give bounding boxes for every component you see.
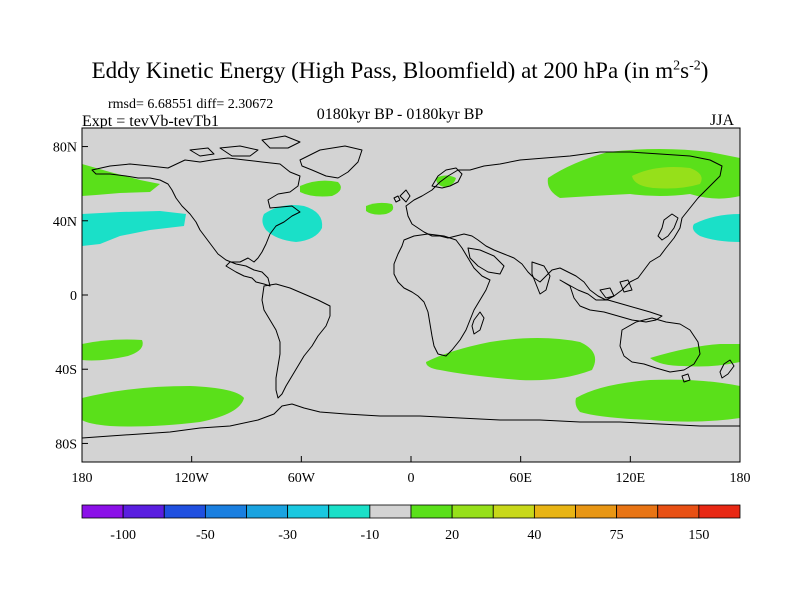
colorbar-swatch	[575, 504, 618, 519]
region-npacific-north	[82, 164, 160, 196]
colorbar-swatch	[533, 504, 576, 519]
coast-scandinavia	[431, 167, 463, 189]
colorbar-swatch	[328, 504, 371, 519]
region-npacific-mid	[82, 211, 186, 246]
region-us-east	[262, 205, 323, 242]
colorbar-swatch	[698, 504, 741, 519]
coast-australia	[619, 317, 701, 373]
colorbar-swatch	[163, 504, 206, 519]
x-tick-label: 180	[730, 471, 751, 486]
figure-title: Eddy Kinetic Energy (High Pass, Bloomfie…	[91, 58, 709, 83]
colorbar-label: 40	[527, 528, 541, 543]
coast-greenland	[299, 145, 363, 179]
colorbar-label: -30	[278, 528, 297, 543]
colorbar-label: -100	[110, 528, 136, 543]
region-natlantic-small	[366, 202, 394, 215]
colorbar-label: -50	[196, 528, 215, 543]
season-label: JJA	[710, 112, 735, 129]
region-scandinavia	[436, 175, 456, 187]
coast-tasmania-nz	[681, 359, 735, 383]
colorbar-swatch	[616, 504, 659, 519]
region-spacific-south	[82, 386, 244, 427]
coast-southeast-asia	[559, 279, 663, 323]
region-sindian-south	[575, 379, 740, 422]
x-tick-label: 60E	[509, 471, 532, 486]
colorbar-swatch	[81, 504, 124, 519]
y-tick-label: 40S	[55, 363, 77, 378]
colorbar-swatch	[657, 504, 700, 519]
colorbar-label: 20	[445, 528, 459, 543]
colorbar-swatch	[287, 504, 330, 519]
coast-africa	[393, 233, 491, 357]
y-tick-label: 80S	[55, 437, 77, 452]
coast-antarctica	[82, 403, 740, 462]
colorbar-label: 150	[688, 528, 709, 543]
colorbar: -100 -50 -30 -10 20 40 75 150	[81, 504, 741, 543]
period-label: 0180kyr BP - 0180kyr BP	[316, 106, 484, 123]
colorbar-label: -10	[361, 528, 380, 543]
experiment-label: Expt = tevVb-tevTb1	[82, 113, 219, 130]
x-tick-label: 120E	[616, 471, 646, 486]
coastlines	[82, 135, 740, 462]
region-siberia-core	[632, 167, 702, 189]
coast-arabia-india	[467, 247, 551, 295]
region-spacific-west	[82, 339, 143, 361]
region-npacific-east	[692, 214, 740, 242]
region-sindian	[426, 338, 596, 381]
coast-south-america	[261, 283, 331, 399]
colorbar-swatch	[410, 504, 453, 519]
coast-madagascar	[471, 311, 485, 335]
coast-north-america	[91, 157, 301, 287]
axis-ticks: 180 120W 60W 0 60E 120E 180 80N 40N 0 40S 80S	[53, 141, 751, 486]
y-tick-label: 40N	[53, 215, 77, 230]
y-tick-label: 80N	[53, 141, 77, 156]
coast-japan	[657, 213, 679, 241]
x-tick-label: 180	[72, 471, 93, 486]
x-tick-label: 120W	[175, 471, 210, 486]
colorbar-swatch	[492, 504, 535, 519]
region-australia-south	[650, 344, 740, 367]
colorbar-swatch	[369, 504, 412, 519]
colorbar-swatch	[204, 504, 247, 519]
colorbar-swatch	[246, 504, 289, 519]
region-greenland-south	[300, 180, 341, 197]
coast-arctic-islands	[189, 135, 301, 157]
y-tick-label: 0	[70, 289, 77, 304]
x-tick-label: 0	[408, 471, 415, 486]
stats-text: rmsd= 6.68551 diff= 2.30672	[108, 97, 274, 112]
coast-europe-asia	[405, 151, 723, 301]
colorbar-label: 75	[610, 528, 624, 543]
anomaly-regions	[82, 149, 740, 427]
coast-british-isles	[393, 189, 411, 203]
x-tick-label: 60W	[288, 471, 316, 486]
colorbar-swatch	[451, 504, 494, 519]
colorbar-swatch	[122, 504, 165, 519]
